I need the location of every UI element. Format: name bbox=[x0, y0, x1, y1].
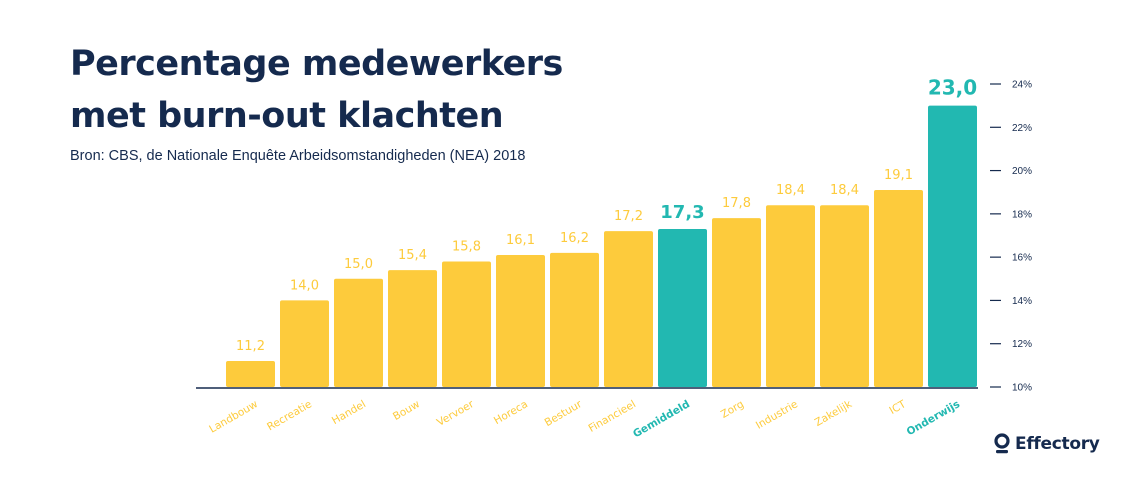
bar bbox=[442, 261, 491, 387]
bar bbox=[928, 105, 977, 388]
y-tick-label: 12% bbox=[1012, 339, 1032, 350]
y-tick-label: 18% bbox=[1012, 209, 1032, 220]
bar-value-label: 19,1 bbox=[884, 168, 913, 183]
bar-value-label: 17,8 bbox=[722, 196, 751, 211]
bar-value-label: 23,0 bbox=[928, 76, 977, 100]
bar bbox=[334, 278, 383, 387]
category-label: Vervoer bbox=[435, 398, 477, 429]
category-label: Onderwijs bbox=[905, 398, 962, 438]
y-tick-label: 16% bbox=[1012, 253, 1032, 264]
bar bbox=[874, 190, 923, 387]
bar-value-label: 11,2 bbox=[236, 339, 265, 354]
category-label: Horeca bbox=[492, 398, 530, 427]
bar-value-label: 18,4 bbox=[776, 183, 805, 198]
bar bbox=[766, 205, 815, 387]
category-label: Recreatie bbox=[265, 398, 314, 433]
bar-value-label: 17,2 bbox=[614, 209, 643, 224]
category-label: Bouw bbox=[391, 398, 422, 423]
category-label: ICT bbox=[887, 398, 908, 417]
bar bbox=[496, 254, 545, 387]
bar-value-label: 17,3 bbox=[660, 202, 704, 223]
bar-value-label: 15,0 bbox=[344, 257, 373, 272]
chart-title: Percentage medewerkers met burn-out klac… bbox=[70, 38, 563, 142]
bar bbox=[658, 229, 707, 387]
bar bbox=[280, 300, 329, 387]
bar bbox=[712, 218, 761, 387]
category-label: Bestuur bbox=[543, 398, 585, 429]
chart-title-line-1: Percentage medewerkers bbox=[70, 44, 563, 84]
category-label: Zakelijk bbox=[813, 398, 855, 429]
brand-logo: Effectory bbox=[993, 433, 1100, 455]
y-tick-label: 24% bbox=[1012, 80, 1032, 91]
bar bbox=[550, 252, 599, 387]
bar-value-label: 18,4 bbox=[830, 183, 859, 198]
bar-value-label: 14,0 bbox=[290, 278, 319, 293]
category-label: Landbouw bbox=[207, 398, 260, 436]
bar-value-label: 15,4 bbox=[398, 248, 427, 263]
bar bbox=[388, 270, 437, 387]
bar bbox=[820, 205, 869, 387]
category-label: Gemiddeld bbox=[631, 398, 692, 440]
chart-title-line-2: met burn-out klachten bbox=[70, 96, 504, 136]
bar bbox=[226, 361, 275, 387]
bar-value-label: 15,8 bbox=[452, 239, 481, 254]
chart-source-note: Bron: CBS, de Nationale Enquête Arbeidso… bbox=[70, 148, 526, 164]
category-label: Zorg bbox=[719, 398, 746, 421]
category-label: Industrie bbox=[754, 398, 800, 432]
bar bbox=[604, 231, 653, 387]
bar-value-label: 16,2 bbox=[560, 231, 589, 246]
y-tick-label: 10% bbox=[1012, 383, 1032, 394]
y-tick-label: 22% bbox=[1012, 123, 1032, 134]
brand-name: Effectory bbox=[1015, 434, 1100, 454]
effectory-logo-icon bbox=[994, 433, 1010, 454]
bar-value-label: 16,1 bbox=[506, 233, 535, 248]
y-tick-label: 14% bbox=[1012, 296, 1032, 307]
y-tick-label: 20% bbox=[1012, 166, 1032, 177]
category-label: Handel bbox=[330, 398, 368, 427]
